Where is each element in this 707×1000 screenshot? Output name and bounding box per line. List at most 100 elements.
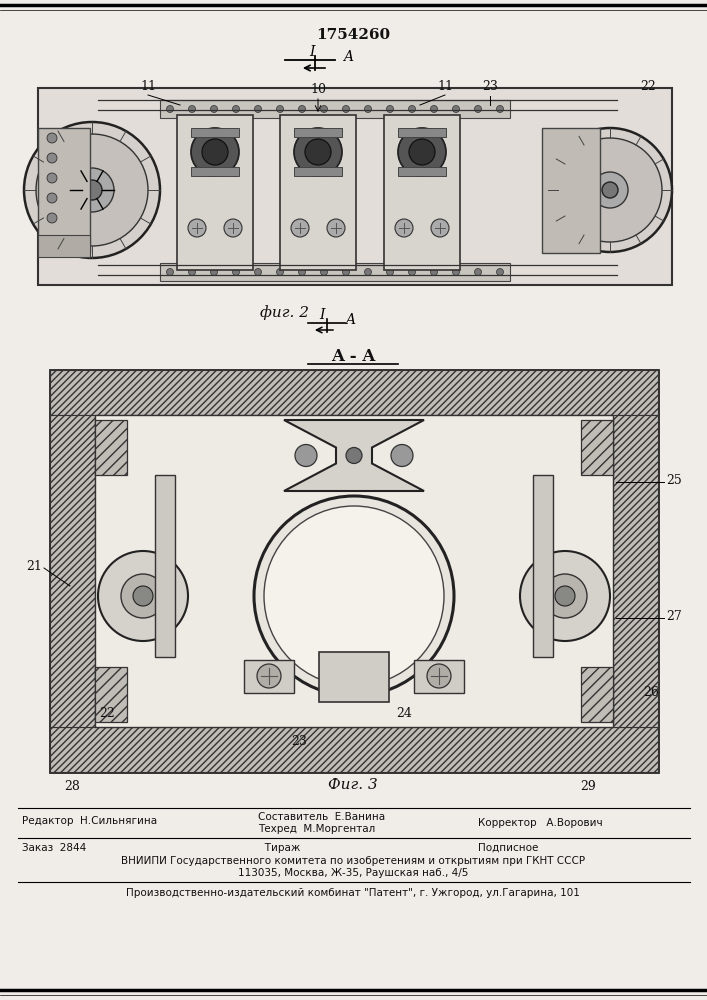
Bar: [160, 263, 510, 281]
Bar: [191, 167, 239, 176]
Text: 11: 11: [140, 80, 156, 93]
Polygon shape: [284, 420, 424, 491]
Circle shape: [474, 105, 481, 112]
Circle shape: [294, 128, 342, 176]
Circle shape: [558, 138, 662, 242]
Circle shape: [189, 268, 196, 275]
Text: 23: 23: [482, 80, 498, 93]
Bar: [160, 100, 510, 118]
Text: Редактор  Н.Сильнягина: Редактор Н.Сильнягина: [22, 816, 157, 826]
Circle shape: [431, 219, 449, 237]
Text: 22: 22: [640, 80, 656, 93]
Text: 28: 28: [64, 780, 80, 793]
Circle shape: [167, 105, 173, 112]
Text: A: A: [345, 313, 355, 327]
Circle shape: [167, 268, 173, 275]
Bar: [95, 667, 127, 722]
Circle shape: [202, 139, 228, 165]
Text: Подписное: Подписное: [478, 843, 538, 853]
Circle shape: [520, 551, 610, 641]
Circle shape: [387, 268, 394, 275]
Text: 25: 25: [666, 474, 682, 487]
Circle shape: [365, 105, 371, 112]
Text: A: A: [343, 50, 353, 64]
Circle shape: [342, 105, 349, 112]
Text: 22: 22: [99, 707, 115, 720]
Circle shape: [276, 105, 284, 112]
Text: I: I: [320, 308, 325, 322]
Bar: [533, 475, 553, 657]
Circle shape: [189, 105, 196, 112]
Bar: [294, 167, 342, 176]
Circle shape: [387, 105, 394, 112]
Circle shape: [391, 444, 413, 466]
Bar: [581, 667, 613, 722]
Bar: [581, 420, 613, 475]
Circle shape: [257, 664, 281, 688]
Circle shape: [298, 105, 305, 112]
Circle shape: [555, 586, 575, 606]
Circle shape: [327, 219, 345, 237]
Text: 23: 23: [291, 735, 307, 748]
Circle shape: [36, 134, 148, 246]
Circle shape: [133, 586, 153, 606]
Bar: [155, 475, 175, 657]
Bar: [244, 660, 294, 693]
Circle shape: [47, 153, 57, 163]
Bar: [280, 115, 356, 270]
Bar: [95, 420, 127, 475]
Bar: [384, 115, 460, 270]
Bar: [50, 370, 658, 772]
Circle shape: [211, 268, 218, 275]
Text: 21: 21: [26, 560, 42, 572]
Circle shape: [47, 213, 57, 223]
Circle shape: [409, 139, 435, 165]
Circle shape: [452, 105, 460, 112]
Text: 10: 10: [310, 83, 326, 96]
Text: Техред  М.Моргентал: Техред М.Моргентал: [258, 824, 375, 834]
Circle shape: [264, 506, 444, 686]
Text: 113035, Москва, Ж-35, Раушская наб., 4/5: 113035, Москва, Ж-35, Раушская наб., 4/5: [238, 868, 468, 878]
Circle shape: [255, 268, 262, 275]
Circle shape: [121, 574, 165, 618]
Text: I: I: [309, 45, 315, 59]
Bar: [95, 415, 613, 727]
Circle shape: [474, 268, 481, 275]
Circle shape: [233, 268, 240, 275]
Circle shape: [409, 105, 416, 112]
Circle shape: [496, 268, 503, 275]
Circle shape: [427, 664, 451, 688]
Circle shape: [452, 268, 460, 275]
Text: Производственно-издательский комбинат "Патент", г. Ужгород, ул.Гагарина, 101: Производственно-издательский комбинат "П…: [126, 888, 580, 898]
Bar: [294, 128, 342, 137]
Text: Заказ  2844: Заказ 2844: [22, 843, 86, 853]
Circle shape: [320, 105, 327, 112]
Bar: [38, 235, 90, 257]
Circle shape: [24, 122, 160, 258]
Text: Фиг. 3: Фиг. 3: [328, 778, 378, 792]
Text: фиг. 2: фиг. 2: [260, 305, 310, 320]
Bar: [542, 128, 600, 253]
Bar: [398, 167, 446, 176]
Circle shape: [548, 128, 672, 252]
Circle shape: [342, 268, 349, 275]
Text: Тираж: Тираж: [255, 843, 300, 853]
Bar: [50, 370, 658, 415]
Circle shape: [82, 180, 102, 200]
Circle shape: [431, 105, 438, 112]
Text: 27: 27: [666, 609, 682, 622]
Circle shape: [47, 173, 57, 183]
Circle shape: [291, 219, 309, 237]
Circle shape: [47, 193, 57, 203]
Circle shape: [431, 268, 438, 275]
Circle shape: [365, 268, 371, 275]
Bar: [38, 88, 672, 285]
Bar: [177, 115, 253, 270]
Circle shape: [191, 128, 239, 176]
Circle shape: [543, 574, 587, 618]
Circle shape: [298, 268, 305, 275]
Circle shape: [224, 219, 242, 237]
Text: Составитель  Е.Ванина: Составитель Е.Ванина: [258, 812, 385, 822]
Circle shape: [346, 448, 362, 464]
Circle shape: [496, 105, 503, 112]
